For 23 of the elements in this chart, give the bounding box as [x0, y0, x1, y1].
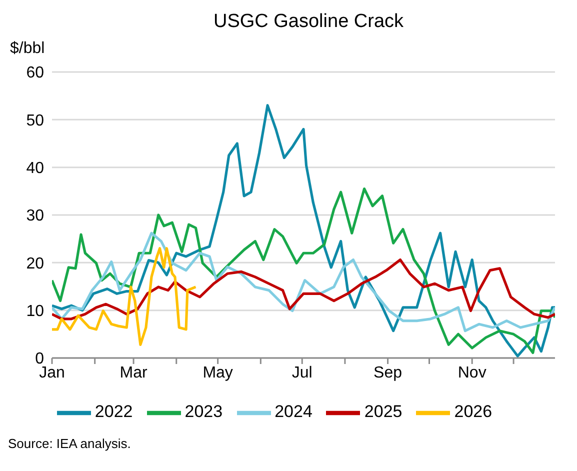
legend-label: 2026: [454, 402, 492, 422]
line-series: [52, 258, 555, 320]
chart-title: USGC Gasoline Crack: [212, 10, 405, 34]
y-tick-label: 30: [26, 208, 44, 225]
y-tick-label: 40: [26, 160, 44, 178]
y-axis-title: $/bbl: [10, 40, 45, 58]
line-series: [52, 232, 555, 332]
x-tick-label: Jul: [292, 364, 312, 382]
y-tick-label: 50: [26, 112, 44, 130]
x-tick-label: Sep: [374, 364, 402, 382]
y-tick-label: 60: [26, 64, 44, 82]
legend-label: 2022: [94, 402, 133, 422]
source-note: Source: IEA analysis.: [8, 436, 132, 451]
x-tick-label: May: [202, 364, 233, 382]
x-tick-label: Nov: [458, 364, 486, 382]
y-tick-label: 20: [26, 255, 44, 272]
line-series: [52, 247, 198, 346]
legend-label: 2023: [184, 402, 223, 422]
x-tick-label: Mar: [120, 364, 148, 382]
legend-label: 2025: [364, 402, 402, 422]
y-tick-label: 10: [26, 303, 44, 320]
line-series: [52, 187, 555, 354]
legend-label: 2024: [274, 402, 312, 422]
